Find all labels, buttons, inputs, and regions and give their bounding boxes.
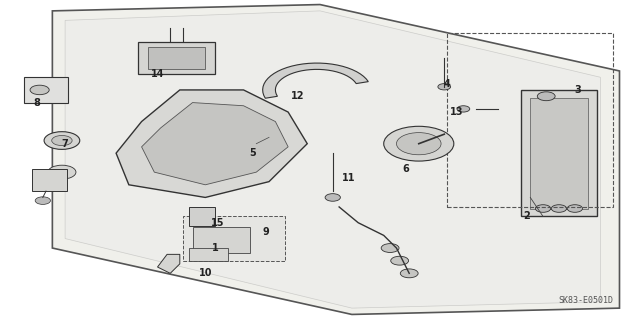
Text: 14: 14 xyxy=(151,69,164,79)
Circle shape xyxy=(35,197,51,204)
Text: 3: 3 xyxy=(575,85,582,95)
Text: 7: 7 xyxy=(61,139,68,149)
FancyBboxPatch shape xyxy=(138,42,215,74)
Text: 2: 2 xyxy=(524,211,531,221)
Text: 1: 1 xyxy=(211,243,218,253)
Text: 13: 13 xyxy=(451,107,464,117)
Text: SK83-E0501D: SK83-E0501D xyxy=(558,296,613,305)
Text: 15: 15 xyxy=(211,218,225,228)
Polygon shape xyxy=(116,90,307,197)
Circle shape xyxy=(52,136,72,145)
Bar xyxy=(24,77,68,103)
FancyBboxPatch shape xyxy=(531,98,588,209)
Text: 4: 4 xyxy=(444,78,451,89)
Circle shape xyxy=(381,244,399,252)
Polygon shape xyxy=(65,11,600,308)
Text: 10: 10 xyxy=(198,268,212,278)
Polygon shape xyxy=(141,103,288,185)
Circle shape xyxy=(48,165,76,179)
Circle shape xyxy=(567,205,582,212)
FancyBboxPatch shape xyxy=(189,207,215,226)
Circle shape xyxy=(384,126,454,161)
Circle shape xyxy=(551,205,566,212)
Polygon shape xyxy=(157,254,180,273)
FancyBboxPatch shape xyxy=(148,47,205,69)
Circle shape xyxy=(536,205,550,212)
Bar xyxy=(447,33,613,207)
Text: 11: 11 xyxy=(342,174,355,183)
Circle shape xyxy=(438,84,451,90)
FancyBboxPatch shape xyxy=(31,169,67,191)
Polygon shape xyxy=(52,4,620,315)
Circle shape xyxy=(325,194,340,201)
FancyBboxPatch shape xyxy=(521,90,597,216)
Circle shape xyxy=(391,256,408,265)
FancyBboxPatch shape xyxy=(193,227,250,253)
Text: 5: 5 xyxy=(250,148,257,158)
Circle shape xyxy=(457,106,470,112)
Circle shape xyxy=(396,133,441,155)
Text: 8: 8 xyxy=(33,98,40,108)
Text: 12: 12 xyxy=(291,91,305,101)
Bar xyxy=(183,216,285,261)
Text: 9: 9 xyxy=(262,227,269,237)
Text: 6: 6 xyxy=(403,164,410,174)
Polygon shape xyxy=(262,63,369,98)
Circle shape xyxy=(30,85,49,95)
FancyBboxPatch shape xyxy=(189,248,228,261)
Circle shape xyxy=(44,132,80,149)
Circle shape xyxy=(538,92,555,101)
Circle shape xyxy=(400,269,418,278)
